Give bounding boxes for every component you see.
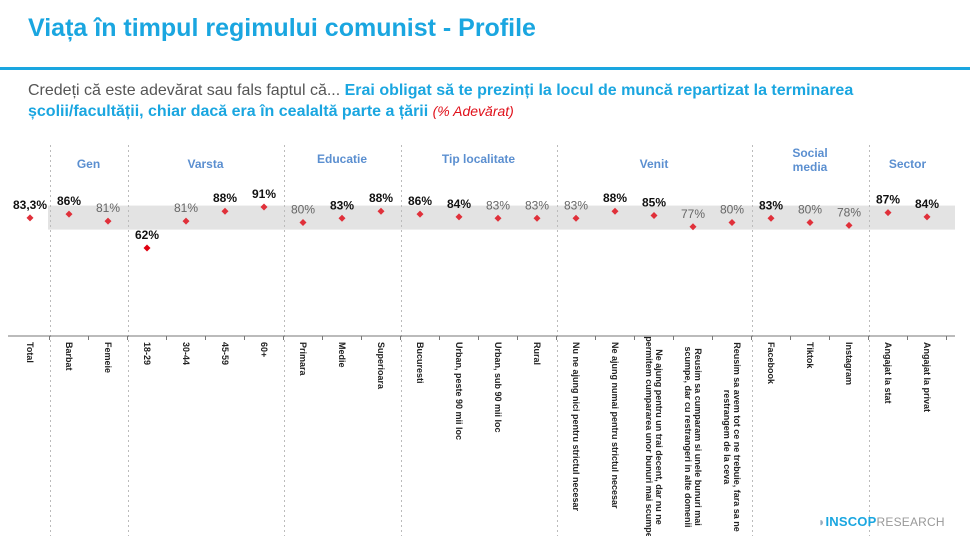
unit-note: (% Adevărat) [432, 103, 514, 119]
data-label: 84% [915, 197, 939, 211]
category-label: Barbat [64, 342, 74, 371]
group-label: Tip localitate [442, 152, 515, 166]
data-label: 88% [213, 191, 237, 205]
category-label: Angajat la privat [922, 342, 932, 412]
data-label: 83% [525, 198, 549, 212]
data-label: 86% [57, 194, 81, 208]
data-label: 80% [291, 203, 315, 217]
category-label: Femeie [103, 342, 113, 373]
data-point [299, 219, 307, 227]
data-label: 81% [174, 201, 198, 215]
data-point [806, 219, 814, 227]
data-label: 85% [642, 195, 666, 209]
data-point [182, 217, 190, 225]
category-label: Primara [298, 342, 308, 377]
data-point [728, 219, 736, 227]
page-title: Viața în timpul regimului comunist - Pro… [28, 14, 536, 42]
data-point [260, 203, 268, 211]
category-label: Facebook [766, 342, 776, 385]
data-label: 62% [135, 228, 159, 242]
data-label: 88% [603, 191, 627, 205]
category-label: Tiktok [805, 342, 815, 369]
category-label: Bucuresti [415, 342, 425, 384]
data-point [26, 214, 34, 222]
data-point [923, 213, 931, 221]
data-point [104, 217, 112, 225]
data-label: 88% [369, 191, 393, 205]
data-label: 80% [798, 203, 822, 217]
logo-icon: ◗ [818, 515, 826, 529]
category-label: Urban, sub 90 mii loc [493, 342, 503, 433]
data-point [455, 213, 463, 221]
data-label: 80% [720, 203, 744, 217]
category-label: Reusim sa avem tot ce ne trebuie, fara s… [722, 342, 742, 532]
group-label: Varsta [187, 157, 223, 171]
data-label: 86% [408, 194, 432, 208]
data-label: 83% [759, 198, 783, 212]
group-label: Sector [889, 157, 927, 171]
category-label: Ne ajung numai pentru strictul necesar [610, 342, 620, 509]
data-point [494, 214, 502, 222]
data-point [338, 214, 346, 222]
data-point [221, 207, 229, 215]
category-label: 60+ [259, 342, 269, 357]
group-label: Educatie [317, 152, 367, 166]
category-label: Reusim sa cumparam si unele bunuri maisc… [683, 346, 703, 527]
data-label: 81% [96, 201, 120, 215]
data-label: 83% [330, 198, 354, 212]
category-label: 18-29 [142, 342, 152, 365]
data-label: 77% [681, 207, 705, 221]
data-label: 78% [837, 205, 861, 219]
category-label: Rural [532, 342, 542, 365]
category-label: 30-44 [181, 342, 191, 365]
data-point [572, 214, 580, 222]
title-divider [0, 67, 970, 70]
data-point [416, 210, 424, 218]
data-point [143, 244, 151, 252]
category-label: Urban, peste 90 mii loc [454, 342, 464, 440]
data-label: 83,3% [13, 198, 47, 212]
question-prefix: Credeți că este adevărat sau fals faptul… [28, 82, 341, 99]
category-label: 45-59 [220, 342, 230, 365]
data-label: 87% [876, 193, 900, 207]
question-text: Credeți că este adevărat sau fals faptul… [28, 81, 948, 122]
data-label: 91% [252, 187, 276, 201]
category-label: Angajat la stat [883, 342, 893, 404]
data-point [377, 207, 385, 215]
data-point [650, 211, 658, 219]
question-statement: Erai obligat să te prezinți la locul de … [28, 82, 854, 120]
category-label: Medie [337, 342, 347, 368]
category-label: Nu ne ajung nici pentru strictul necesar [571, 342, 581, 512]
data-label: 83% [486, 198, 510, 212]
data-label: 84% [447, 197, 471, 211]
data-point [767, 214, 775, 222]
data-point [845, 221, 853, 229]
category-label: Total [25, 342, 35, 363]
data-point [65, 210, 73, 218]
reference-band [48, 205, 955, 230]
group-label: Gen [77, 157, 100, 171]
category-label: Instagram [844, 342, 854, 385]
inscop-logo: ◗INSCOPRESEARCH [818, 514, 945, 529]
data-point [689, 223, 697, 231]
category-label: Ne ajung pentru un trai decent, dar nu n… [644, 336, 664, 536]
data-point [611, 207, 619, 215]
group-label: Social media [792, 146, 827, 174]
data-point [884, 209, 892, 217]
data-point [533, 214, 541, 222]
data-label: 83% [564, 198, 588, 212]
category-label: Superioara [376, 342, 386, 390]
group-label: Venit [640, 157, 669, 171]
